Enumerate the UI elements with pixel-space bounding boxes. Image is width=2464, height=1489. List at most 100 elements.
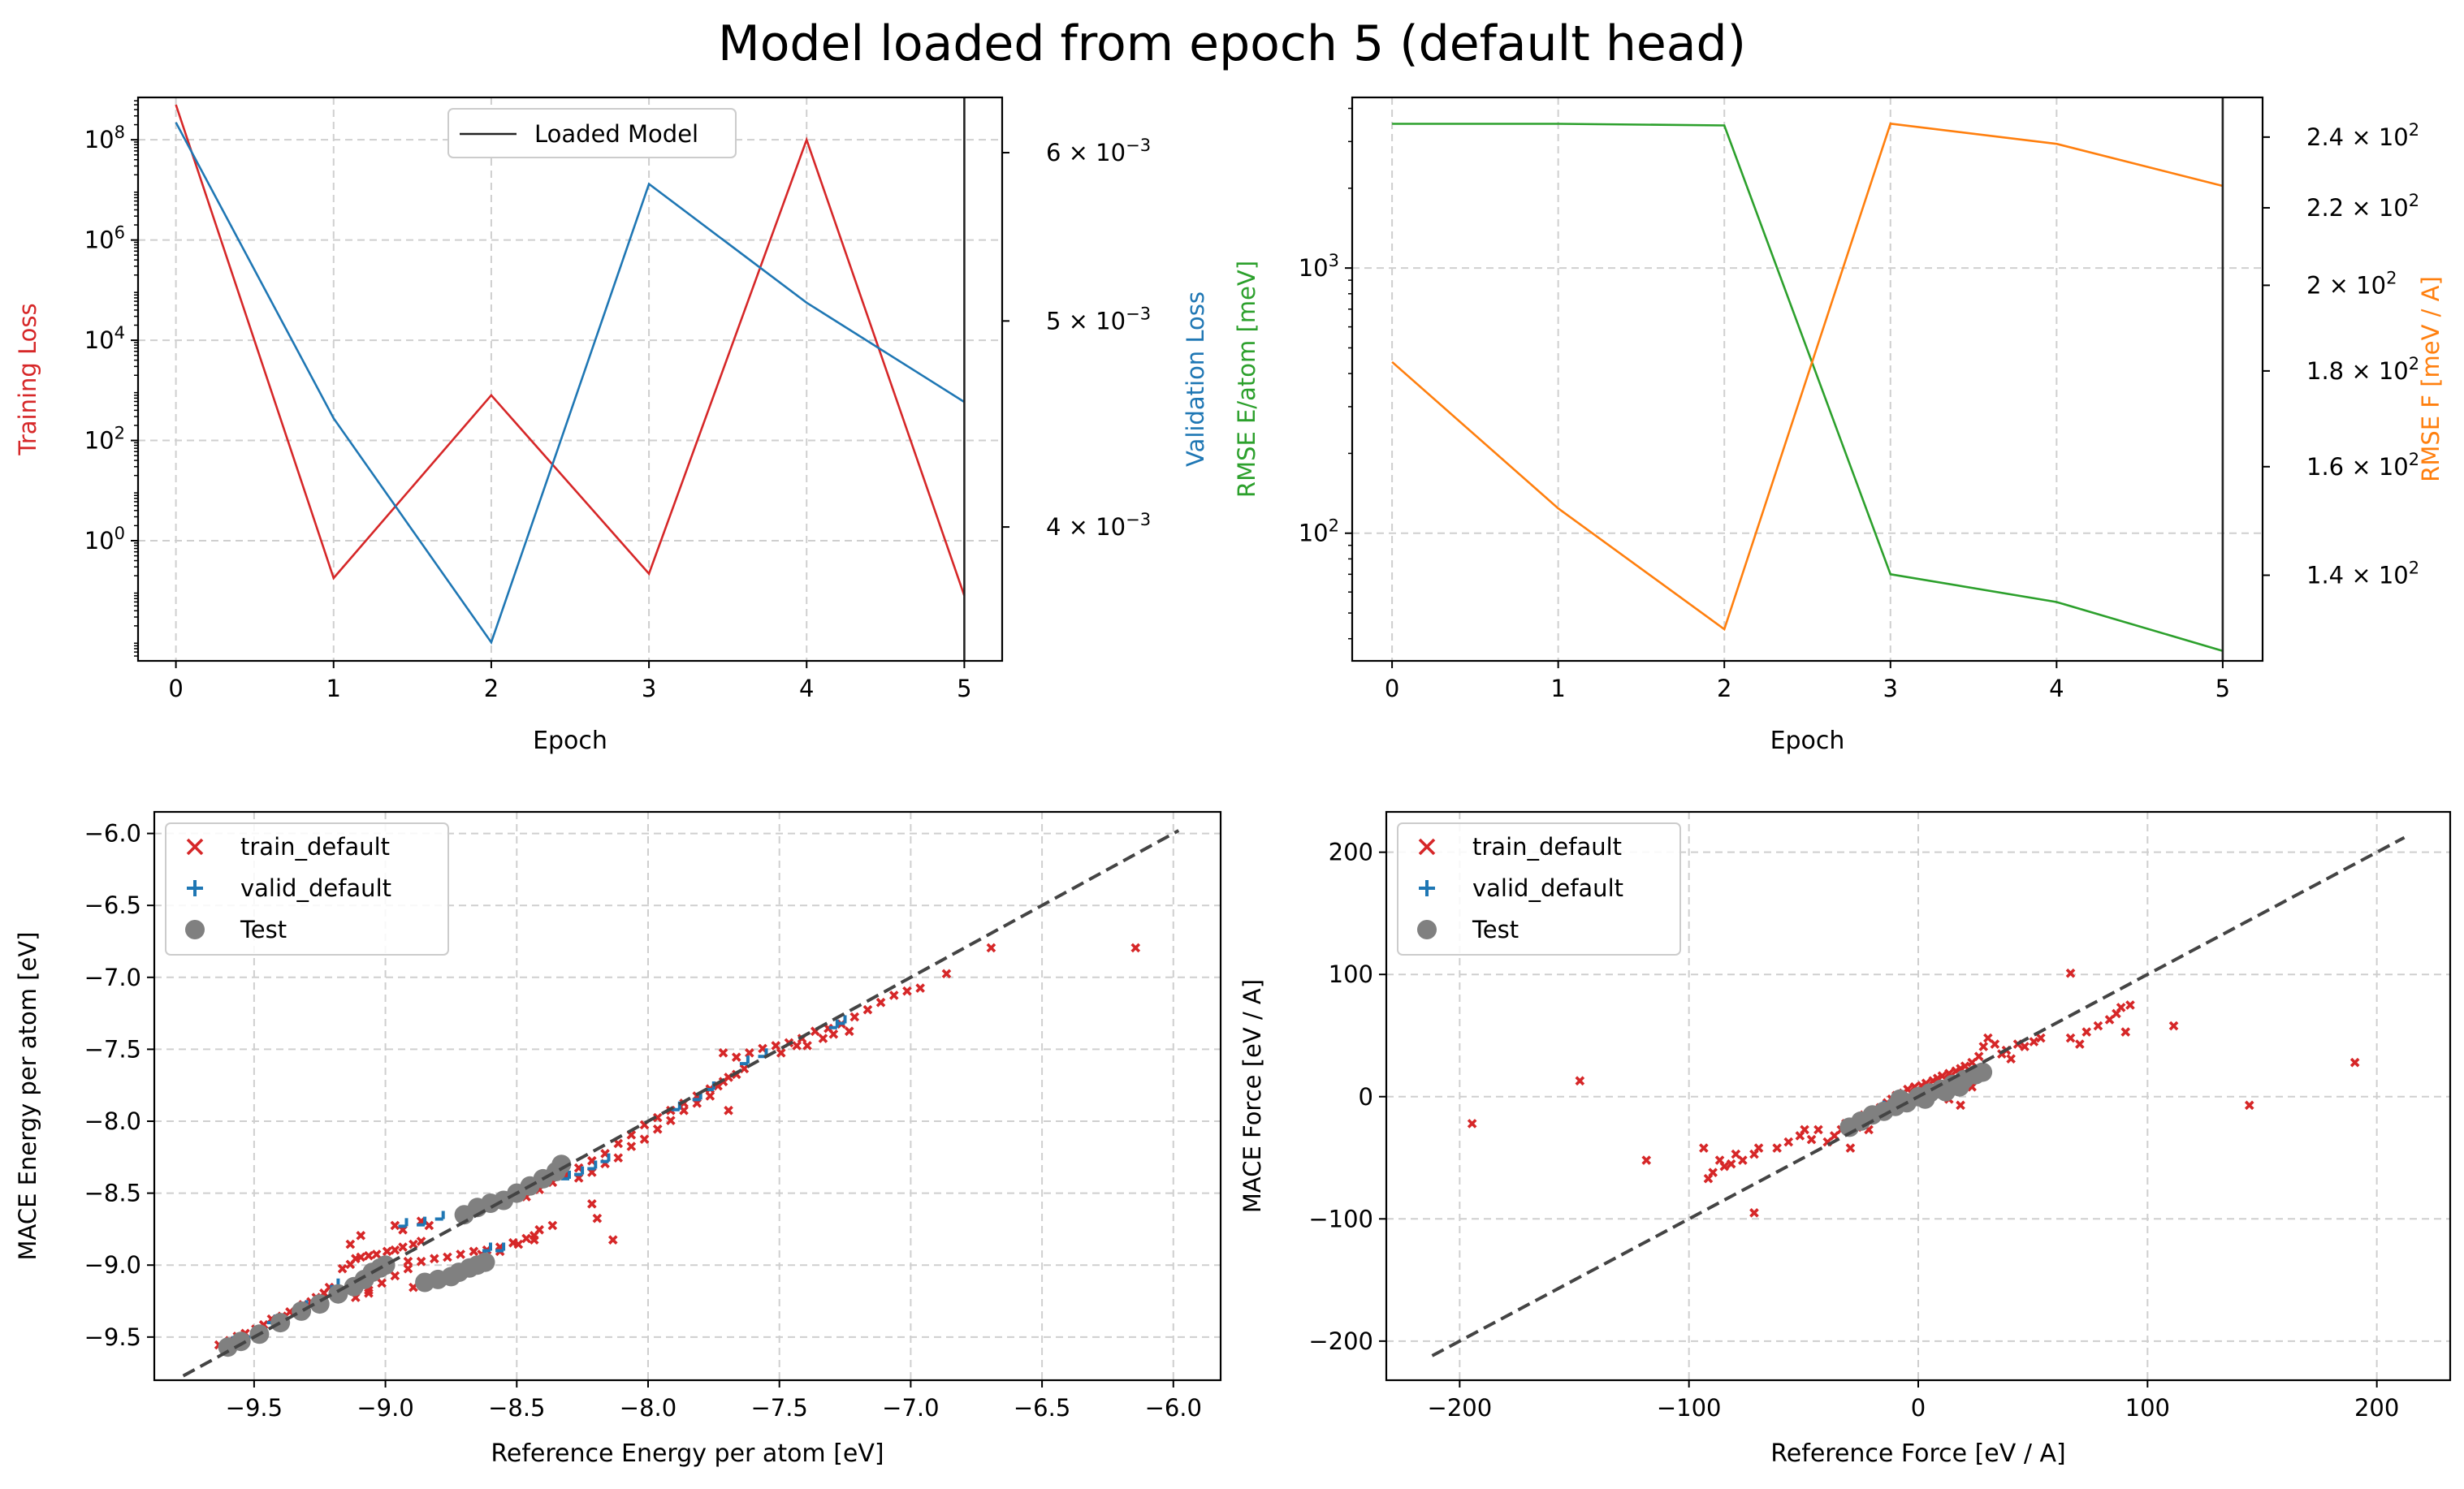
point: [652, 1124, 663, 1134]
y-axis-label: Training Loss: [14, 303, 41, 455]
point: [377, 1278, 387, 1288]
legend-marker: [185, 920, 205, 939]
point: [844, 1026, 854, 1037]
point: [828, 1029, 839, 1039]
y-tick-label: 102: [1299, 516, 1339, 547]
point: [1575, 1076, 1585, 1086]
point: [652, 1112, 663, 1123]
point: [1937, 1071, 1947, 1081]
point: [2168, 1021, 2179, 1031]
point: [364, 1250, 374, 1261]
y-axis-label: RMSE E/atom [meV]: [1233, 261, 1260, 498]
point: [443, 1252, 452, 1262]
legend-marker: [1417, 920, 1437, 939]
point: [2036, 1033, 2046, 1043]
y-tick-label: 100: [84, 524, 125, 555]
point: [592, 1213, 603, 1224]
point: [434, 1211, 445, 1221]
point: [390, 1245, 400, 1255]
point: [417, 1216, 427, 1227]
x-axis-label: Epoch: [1770, 727, 1845, 755]
point: [818, 1034, 828, 1043]
series-line-0: [1392, 123, 2224, 652]
point: [626, 1142, 637, 1151]
point: [1699, 1143, 1709, 1153]
x-tick-label: 3: [642, 675, 656, 702]
point: [888, 991, 899, 1000]
x-tick-label: 200: [2354, 1394, 2399, 1422]
point: [551, 1155, 572, 1175]
plot-frame: [153, 810, 1222, 1382]
x-tick-label: −9.5: [226, 1394, 283, 1422]
x-tick-label: −8.0: [620, 1394, 677, 1422]
y-tick-label: 0: [1359, 1083, 1373, 1111]
series-line-1: [175, 122, 966, 645]
legend: train_default valid_default Test: [1397, 822, 1681, 956]
point: [2104, 1015, 2115, 1025]
legend-label: Loaded Model: [534, 120, 698, 148]
y2-axis-label: RMSE F [meV / A]: [2417, 276, 2445, 482]
point: [1800, 1124, 1809, 1135]
point: [403, 1263, 413, 1274]
y2-tick-label: 6 × 10−3: [1046, 136, 1151, 166]
legend-label: train_default: [1472, 833, 1622, 861]
y2-tick-label: 1.6 × 102: [2306, 450, 2419, 481]
y2-tick-label: 2.4 × 102: [2306, 120, 2419, 151]
y-axis-label: MACE Energy per atom [eV]: [14, 932, 41, 1261]
y2-tick-label: 4 × 10−3: [1046, 510, 1151, 541]
point: [1973, 1062, 1993, 1082]
point: [731, 1052, 741, 1062]
point: [2065, 968, 2076, 978]
point: [2125, 1000, 2135, 1010]
legend-label: valid_default: [240, 874, 391, 902]
figure-title: Model loaded from epoch 5 (default head): [718, 15, 1746, 72]
legend-marker: [1419, 880, 1435, 896]
point: [666, 1116, 676, 1125]
point: [1949, 1077, 1969, 1097]
point: [292, 1301, 312, 1321]
y-tick-label: 100: [1329, 960, 1373, 988]
x-axis-label: Epoch: [533, 727, 607, 755]
point: [390, 1271, 400, 1281]
x-tick-label: 2: [1717, 675, 1731, 702]
point: [1978, 1042, 1989, 1051]
point: [836, 1015, 847, 1025]
point: [2081, 1027, 2092, 1037]
legend-label: train_default: [240, 833, 390, 861]
y2-tick-label: 1.8 × 102: [2306, 354, 2419, 385]
series-line-0: [175, 104, 966, 597]
point: [613, 1153, 624, 1163]
x-tick-label: −7.5: [750, 1394, 807, 1422]
point: [1731, 1149, 1741, 1159]
point: [862, 1004, 873, 1015]
y2-axis-label: Validation Loss: [1182, 291, 1209, 467]
point: [587, 1160, 598, 1171]
y2-tick-label: 2.2 × 102: [2306, 191, 2419, 222]
point: [679, 1105, 689, 1116]
point: [792, 1041, 802, 1051]
legend: train_default valid_default Test: [165, 822, 449, 956]
point: [1813, 1124, 1823, 1135]
x-tick-label: −9.0: [357, 1394, 413, 1422]
plot-frame: [1385, 810, 2452, 1382]
diagonal-line: [1431, 835, 2406, 1357]
x-tick-label: −7.0: [882, 1394, 939, 1422]
point: [534, 1224, 544, 1235]
y-tick-label: 106: [84, 223, 125, 254]
point: [482, 1242, 492, 1253]
x-tick-label: 4: [799, 675, 814, 702]
point: [2029, 1037, 2039, 1047]
chart-loss: 0 1 2 3 4 5 100 102 104 106 108 4 × 10−3 5 × 10−3 6 ×…: [14, 96, 1209, 755]
point: [1915, 1089, 1935, 1109]
series-line-1: [1391, 122, 2224, 632]
point: [398, 1242, 408, 1252]
point: [875, 997, 886, 1008]
y-tick-label: −9.5: [84, 1323, 141, 1351]
legend-box: [1397, 822, 1681, 956]
chart-energy: −9.5 −9.0 −8.5 −8.0 −7.5 −7.0 −6.5 −6.0 −9.5 −9.0…: [14, 810, 1222, 1468]
point: [771, 1041, 781, 1051]
x-tick-label: 4: [2049, 675, 2064, 702]
point: [403, 1256, 413, 1267]
legend-box: [447, 108, 737, 158]
legend-label: valid_default: [1472, 874, 1623, 902]
